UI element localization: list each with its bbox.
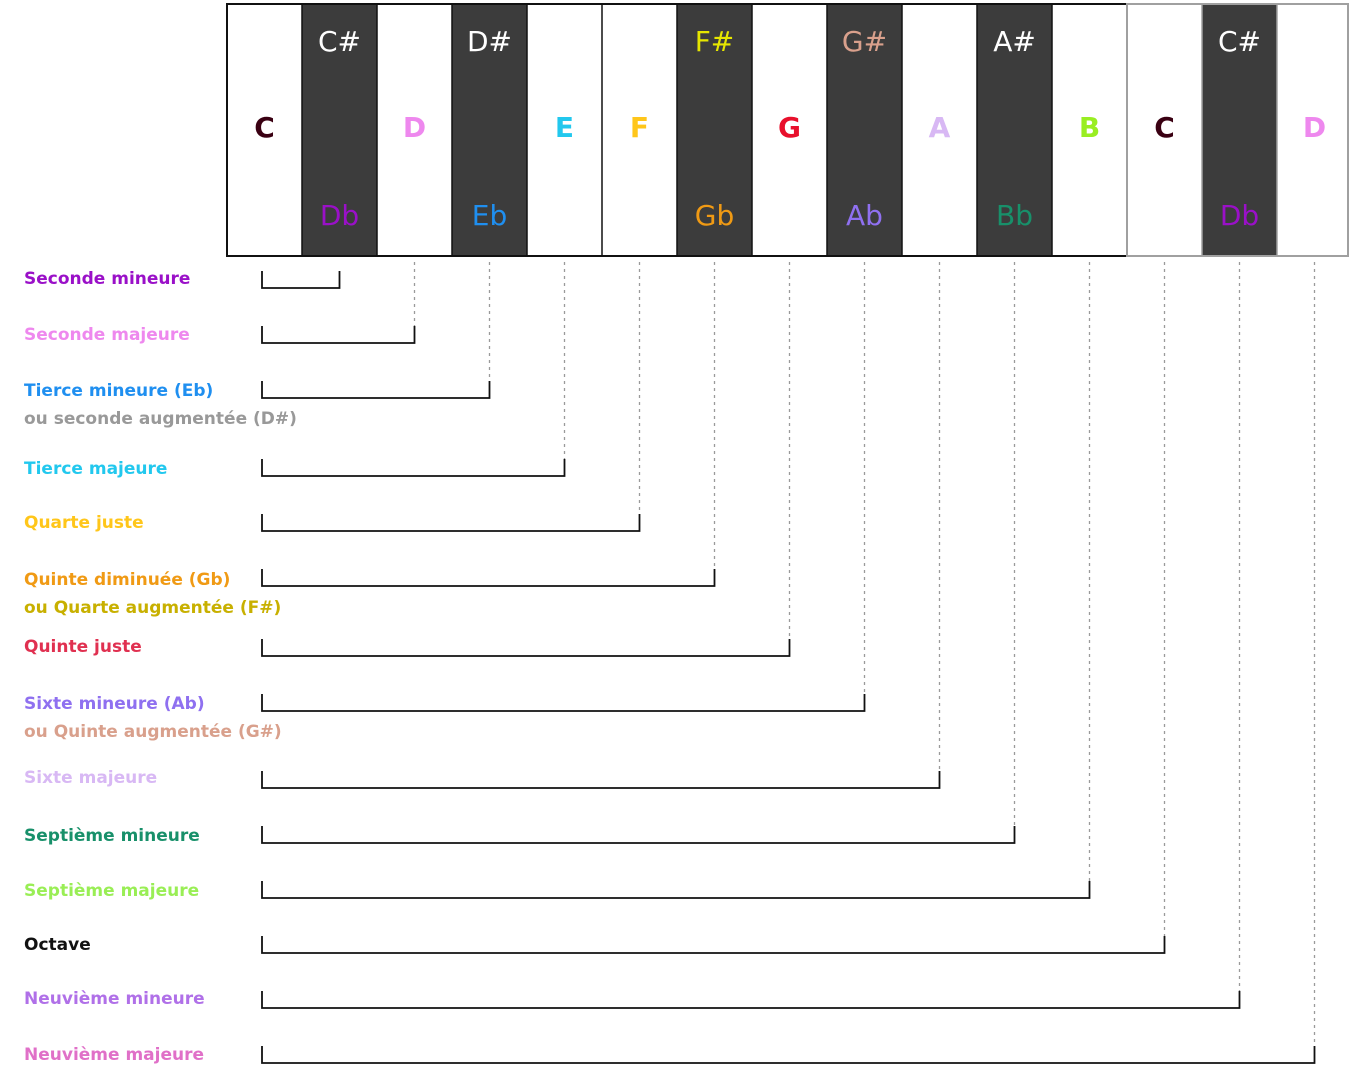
key-note-label: E [554,111,575,144]
interval-alt-label: ou Quinte augmentée (G#) [24,722,282,742]
interval-label: Seconde majeure [24,325,190,345]
interval-bracket [261,639,791,657]
white-key: E [527,4,602,256]
key-sharp-label: C# [317,25,361,58]
interval-bracket [261,694,866,712]
key-note-label: F [629,111,650,144]
key-note-label: B [1078,111,1101,144]
black-key: G# Ab [827,4,902,256]
interval-label: Tierce majeure [24,459,168,479]
interval-bracket [261,826,1016,844]
white-key: F [602,4,677,256]
interval-bracket [261,326,416,344]
interval-bracket [261,514,641,532]
interval-bracket [261,991,1241,1009]
interval-bracket [261,1046,1316,1064]
white-key: D [1277,4,1352,256]
interval-bracket [261,271,341,289]
key-flat-label: Bb [996,199,1033,232]
interval-label: Quinte diminuée (Gb) [24,570,231,590]
interval-bracket [261,881,1091,899]
interval-bracket [261,771,941,789]
interval-label: Seconde mineure [24,269,191,289]
interval-label: Quinte juste [24,637,142,657]
interval-bracket [261,936,1166,954]
interval-label: Sixte majeure [24,768,158,788]
white-key: C [227,4,302,256]
interval-label: Neuvième majeure [24,1045,205,1065]
key-note-label: C [1154,111,1175,144]
key-note-label: D [1302,111,1327,144]
interval-label: Neuvième mineure [24,989,205,1009]
black-key: C# Db [1202,4,1277,256]
interval-label: Sixte mineure (Ab) [24,694,205,714]
key-flat-label: Ab [846,199,883,232]
key-sharp-label: F# [694,25,735,58]
interval-bracket [261,569,716,587]
interval-alt-label: ou Quarte augmentée (F#) [24,598,282,618]
key-flat-label: Db [319,199,360,232]
white-key: G [752,4,827,256]
key-sharp-label: G# [841,25,888,58]
interval-label: Octave [24,935,91,955]
interval-label: Quarte juste [24,513,144,533]
interval-alt-label: ou seconde augmentée (D#) [24,409,297,429]
key-flat-label: Gb [694,199,735,232]
interval-bracket [261,459,566,477]
white-key: C [1127,4,1202,256]
black-key: F# Gb [677,4,752,256]
white-key: B [1052,4,1127,256]
extension-outline [1126,3,1349,257]
interval-label: Tierce mineure (Eb) [24,381,214,401]
black-key: C# Db [302,4,377,256]
white-key: A [902,4,977,256]
key-note-label: A [928,111,951,144]
key-note-label: C [254,111,275,144]
interval-label: Septième mineure [24,826,200,846]
key-flat-label: Eb [471,199,508,232]
key-sharp-label: D# [466,25,513,58]
key-flat-label: Db [1219,199,1260,232]
piano-keyboard: C C# Db D D# Eb E F F# Gb G G# Ab A A# Bb B C C# Db D [0,0,1359,260]
key-sharp-label: A# [993,25,1036,58]
key-note-label: G [778,111,801,144]
white-key: D [377,4,452,256]
black-key: D# Eb [452,4,527,256]
black-key: A# Bb [977,4,1052,256]
interval-label: Septième majeure [24,881,200,901]
key-sharp-label: C# [1217,25,1261,58]
key-note-label: D [402,111,427,144]
interval-bracket [261,381,491,399]
